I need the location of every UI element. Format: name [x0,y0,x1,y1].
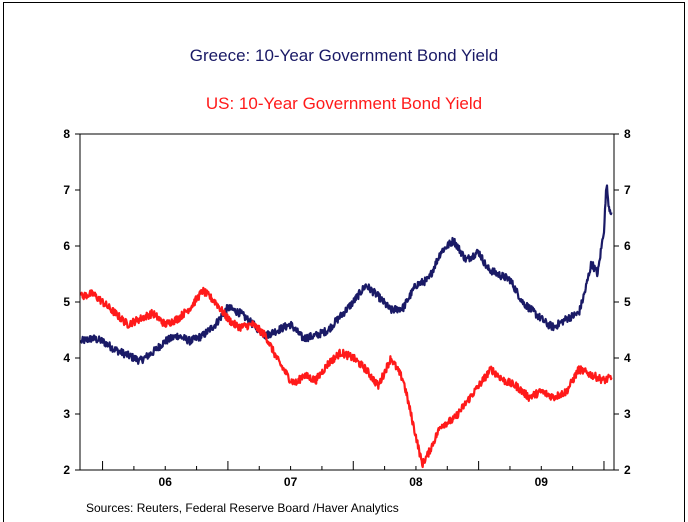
y-tick-label-right: 2 [624,463,631,477]
y-tick-label-left: 8 [63,127,70,141]
y-tick-label-right: 7 [624,183,631,197]
x-tick-label: 06 [159,475,173,489]
series-line-greece [80,184,613,365]
y-tick-label-left: 6 [63,239,70,253]
series-layer [80,184,613,469]
y-tick-label-left: 4 [63,351,70,365]
x-tick-label: 07 [284,475,298,489]
y-tick-label-left: 7 [63,183,70,197]
chart-title-us: US: 10-Year Government Bond Yield [206,94,482,113]
plot-area [79,133,615,471]
x-axis: 06 07 08 09 [102,461,605,489]
y-tick-label-right: 6 [624,239,631,253]
y-axis-left: 2 3 4 5 6 7 8 [63,127,80,477]
source-note: Sources: Reuters, Federal Reserve Board … [86,501,399,515]
y-tick-label-left: 2 [63,463,70,477]
y-tick-label-left: 3 [63,407,70,421]
chart-frame [3,2,685,522]
y-tick-label-right: 5 [624,295,631,309]
y-tick-label-right: 4 [624,351,631,365]
x-tick-label: 08 [409,475,423,489]
y-tick-label-left: 5 [63,295,70,309]
y-tick-label-right: 3 [624,407,631,421]
y-tick-label-right: 8 [624,127,631,141]
x-tick-label: 09 [535,475,549,489]
y-axis-right: 2 3 4 5 6 7 8 [614,127,631,477]
chart-title-greece: Greece: 10-Year Government Bond Yield [190,46,498,65]
series-line-us [80,286,613,469]
